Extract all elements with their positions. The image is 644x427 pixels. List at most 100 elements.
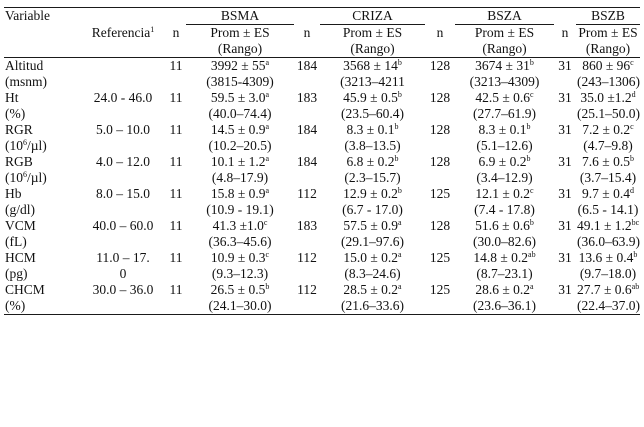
- significance-letter: b: [529, 58, 534, 67]
- reference-range: 8.0 – 15.0: [96, 186, 150, 201]
- range-value: (3.7–15.4): [579, 170, 637, 185]
- variable-name: RGR: [5, 122, 33, 137]
- sample-size: 128: [429, 58, 451, 73]
- sample-size: 11: [169, 58, 183, 73]
- header-group-bszb: BSZB: [576, 7, 640, 25]
- header-prom-es: Prom ± ES: [210, 25, 270, 40]
- table-row: (%) (40.0–74.4) (23.5–60.4) (27.7–61.9) (25.…: [4, 106, 640, 122]
- significance-letter: d: [631, 90, 636, 99]
- sample-size: 184: [296, 122, 318, 137]
- sample-size: 11: [169, 250, 183, 265]
- significance-letter: c: [263, 218, 268, 227]
- range-value: (4.8–17.9): [211, 170, 269, 185]
- sample-size: 125: [429, 282, 451, 297]
- range-value: (10.9 - 19.1): [206, 202, 274, 217]
- header-group-criza: CRIZA: [320, 7, 425, 25]
- reference-range-continued: 0: [119, 266, 127, 281]
- mean-se-value: 59.5 ± 3.0a: [210, 90, 270, 105]
- range-value: (8.3–24.6): [344, 266, 401, 281]
- mean-se-value: 3992 ± 55a: [210, 58, 270, 73]
- table-row: CHCM 30.0 – 36.0 11 26.5 ± 0.5b 112 28.5 ± 0.…: [4, 282, 640, 298]
- significance-letter: a: [398, 218, 402, 227]
- significance-letter: c: [630, 122, 634, 131]
- range-value: (9.7–18.0): [579, 266, 637, 281]
- table-row: (fL) (36.3–45.6) (29.1–97.6) (30.0–82.6) (36…: [4, 234, 640, 250]
- mean-se-value: 49.1 ± 1.2bc: [577, 218, 640, 233]
- mean-se-value: 6.8 ± 0.2b: [346, 154, 399, 169]
- reference-range-continued: [80, 234, 166, 250]
- table-row: HCM 11.0 – 17. 11 10.9 ± 0.3c 112 15.0 ± 0.2a…: [4, 250, 640, 266]
- variable-name: Hb: [5, 186, 22, 201]
- sample-size: 112: [297, 186, 317, 201]
- sample-size: 112: [297, 250, 317, 265]
- sample-size: 11: [169, 282, 183, 297]
- mean-se-value: 42.5 ± 0.6c: [475, 90, 534, 105]
- header-row-stats: Referencia1 n Prom ± ES n Prom ± ES n Pr…: [4, 25, 640, 42]
- range-value: (5.1–12.6): [476, 138, 533, 153]
- variable-unit: (fL): [5, 234, 27, 249]
- variable-name: Altitud: [5, 58, 44, 73]
- mean-se-value: 7.2 ± 0.2c: [582, 122, 634, 137]
- sample-size: 11: [169, 90, 183, 105]
- header-prom-es: Prom ± ES: [474, 25, 535, 40]
- significance-letter: c: [265, 250, 270, 259]
- range-value: (6.7 - 17.0): [342, 202, 403, 217]
- mean-se-value: 28.5 ± 0.2a: [343, 282, 402, 297]
- range-value: (7.4 - 17.8): [474, 202, 535, 217]
- header-n: n: [172, 24, 180, 40]
- sample-size: 31: [558, 282, 572, 297]
- reference-range: [80, 58, 166, 75]
- mean-se-value: 9.7 ± 0.4d: [582, 186, 634, 201]
- reference-range: 5.0 – 10.0: [96, 122, 150, 137]
- table-row: (106/µl) (4.8–17.9) (2.3–15.7) (3.4–12.9) (3…: [4, 170, 640, 186]
- sample-size: 128: [429, 154, 451, 169]
- significance-letter: a: [398, 282, 402, 291]
- table-row: (106/µl) (10.2–20.5) (3.8–13.5) (5.1–12.6) (…: [4, 138, 640, 154]
- range-value: (4.7–9.8): [583, 138, 633, 153]
- sample-size: 125: [429, 186, 451, 201]
- header-rango: (Rango): [576, 41, 640, 58]
- table-row: (%) (24.1–30.0) (21.6–33.6) (23.6–36.1) (22.…: [4, 298, 640, 315]
- significance-letter: b: [397, 90, 402, 99]
- table-row: Ht 24.0 - 46.0 11 59.5 ± 3.0a 183 45.9 ± 0.5b…: [4, 90, 640, 106]
- significance-letter: b: [394, 154, 399, 163]
- range-value: (3815-4309): [206, 74, 274, 89]
- header-n: n: [561, 24, 569, 40]
- mean-se-value: 10.1 ± 1.2a: [210, 154, 270, 169]
- header-prom-es: Prom ± ES: [578, 25, 638, 40]
- mean-se-value: 14.5 ± 0.9a: [210, 122, 270, 137]
- mean-se-value: 12.9 ± 0.2b: [343, 186, 402, 201]
- range-value: (40.0–74.4): [208, 106, 272, 121]
- reference-range: 30.0 – 36.0: [92, 282, 154, 297]
- hematology-table: Variable BSMA CRIZA BSZA BSZB Referencia…: [4, 7, 640, 315]
- significance-letter: ab: [528, 250, 536, 259]
- sample-size: 31: [558, 186, 572, 201]
- range-value: (23.5–60.4): [341, 106, 404, 121]
- significance-letter: b: [265, 282, 270, 291]
- variable-name: Ht: [5, 90, 19, 105]
- significance-letter: c: [630, 58, 634, 67]
- header-prom-es: Prom ± ES: [342, 25, 403, 40]
- significance-letter: b: [397, 58, 402, 67]
- sample-size: 11: [169, 218, 183, 233]
- range-value: (3.4–12.9): [476, 170, 533, 185]
- range-value: (21.6–33.6): [320, 298, 425, 315]
- range-value: (29.1–97.6): [341, 234, 404, 249]
- range-value: (243–1306): [577, 74, 640, 89]
- sample-size: 11: [169, 122, 183, 137]
- variable-name: CHCM: [5, 282, 45, 297]
- significance-letter: a: [265, 58, 270, 67]
- sample-size: 31: [558, 58, 572, 73]
- sample-size: 31: [558, 154, 572, 169]
- variable-unit: (%): [5, 106, 26, 121]
- variable-unit: (g/dl): [5, 202, 35, 217]
- range-value: (24.1–30.0): [186, 298, 294, 315]
- sample-size: 11: [169, 154, 183, 169]
- sample-size: 128: [429, 122, 451, 137]
- sample-size: 31: [558, 122, 572, 137]
- table-row: VCM 40.0 – 60.0 11 41.3 ±1.0c 183 57.5 ± 0.9a…: [4, 218, 640, 234]
- mean-se-value: 28.6 ± 0.2a: [475, 282, 534, 297]
- significance-letter: b: [633, 250, 638, 259]
- mean-se-value: 3674 ± 31b: [475, 58, 534, 73]
